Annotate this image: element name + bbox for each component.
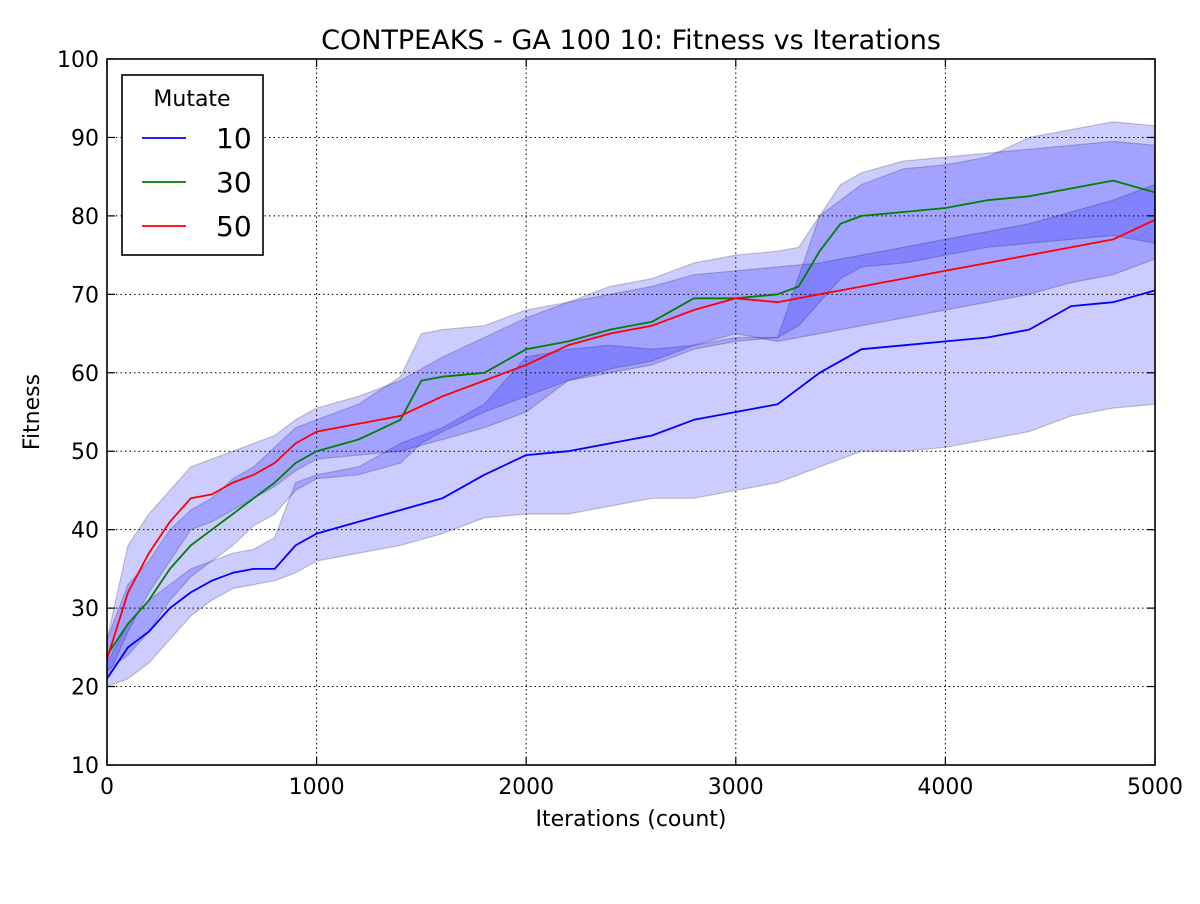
chart-title: CONTPEAKS - GA 100 10: Fitness vs Iterat… <box>321 25 941 56</box>
y-axis-label: Fitness <box>20 374 45 450</box>
x-tick-label: 4000 <box>917 775 973 800</box>
x-tick-label: 5000 <box>1127 775 1183 800</box>
y-tick-label: 60 <box>71 362 99 387</box>
axis-ticks: 0 1000 2000 3000 4000 5000 10 20 30 40 50 60 70 80 90 1… <box>57 48 1183 800</box>
grid-lines <box>107 59 1155 765</box>
y-tick-label: 100 <box>57 48 99 73</box>
x-tick-label: 3000 <box>708 775 764 800</box>
legend-frame <box>121 74 264 256</box>
series-line-50 <box>106 218 1156 660</box>
legend-title: Mutate <box>153 87 230 112</box>
x-tick-label: 2000 <box>498 775 554 800</box>
y-tick-label: 80 <box>71 205 99 230</box>
y-tick-label: 50 <box>71 440 99 465</box>
plot-area-frame <box>106 58 1156 766</box>
legend-entries: 10 30 50 <box>142 122 252 243</box>
y-tick-label: 90 <box>71 126 99 151</box>
legend-label-10: 10 <box>216 122 252 155</box>
y-tick-label: 40 <box>71 519 99 544</box>
legend-label-50: 50 <box>216 210 252 243</box>
series-line-30 <box>106 179 1156 656</box>
y-tick-label: 30 <box>71 597 99 622</box>
x-tick-label: 1000 <box>289 775 345 800</box>
x-tick-label: 0 <box>100 775 114 800</box>
legend: Mutate 10 30 50 <box>121 74 264 256</box>
series-lines <box>106 179 1156 680</box>
x-axis-label: Iterations (count) <box>535 807 726 832</box>
series-line-10 <box>106 289 1156 680</box>
legend-label-30: 30 <box>216 166 252 199</box>
y-tick-label: 70 <box>71 283 99 308</box>
y-tick-label: 10 <box>71 754 99 779</box>
y-tick-label: 20 <box>71 676 99 701</box>
